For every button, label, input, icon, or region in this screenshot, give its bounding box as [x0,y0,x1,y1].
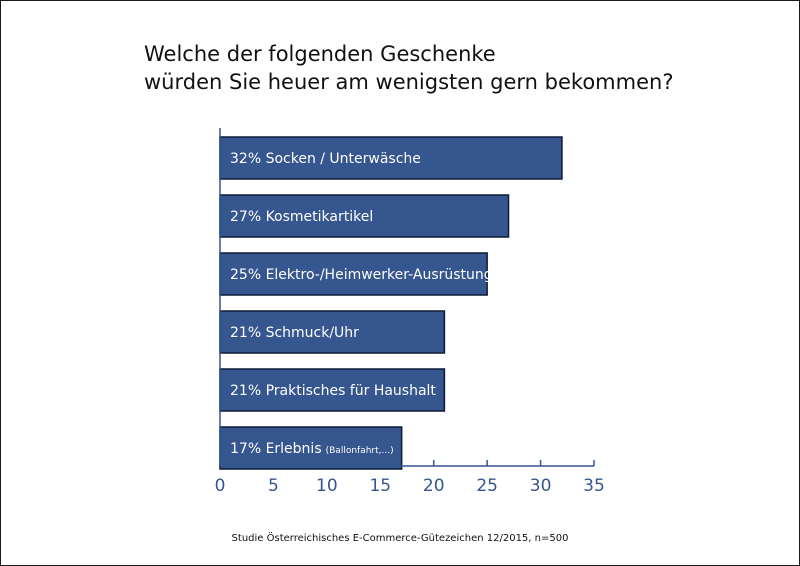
bar-label-2: 25% Elektro-/Heimwerker-Ausrüstung [230,267,493,283]
bar-0 [219,136,563,180]
chart-title-line-1: Welche der folgenden Geschenke [144,42,496,66]
x-tick-label-0: 0 [215,476,226,496]
x-tick-label-4: 20 [423,476,445,496]
chart-title-line-2: würden Sie heuer am wenigsten gern bekom… [144,70,674,94]
x-tick-label-6: 30 [530,476,552,496]
x-tick-label-3: 15 [369,476,391,496]
x-tick-label-5: 25 [476,476,498,496]
bar-4 [219,368,446,412]
x-tick-label-1: 5 [268,476,279,496]
bar-label-4: 21% Praktisches für Haushalt [230,383,436,399]
bar-3 [219,310,446,354]
bar-label-note-5: (Ballonfahrt,...) [326,446,394,456]
bar-5 [219,426,403,470]
source-note: Studie Österreichisches E-Commerce-Gütez… [231,533,569,544]
bar-label-0: 32% Socken / Unterwäsche [230,151,421,167]
bar-1 [219,194,510,238]
bar-2 [219,252,488,296]
chart-title: Welche der folgenden Geschenke würden Si… [144,40,673,96]
x-tick-label-2: 10 [316,476,338,496]
bar-label-3: 21% Schmuck/Uhr [230,325,359,341]
bar-label-1: 27% Kosmetikartikel [230,209,373,225]
x-tick-label-7: 35 [583,476,605,496]
